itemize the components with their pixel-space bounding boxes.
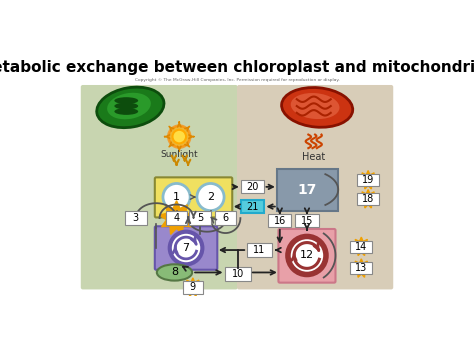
Text: 2: 2 [207,192,214,202]
Circle shape [173,130,186,143]
Ellipse shape [114,97,138,104]
Ellipse shape [282,88,353,127]
Circle shape [168,126,190,147]
Text: 7: 7 [182,243,190,253]
Text: 14: 14 [355,241,367,252]
Polygon shape [183,278,202,296]
Text: 16: 16 [273,216,286,226]
FancyBboxPatch shape [155,177,232,218]
Text: Copyright © The McGraw-Hill Companies, Inc. Permission required for reproduction: Copyright © The McGraw-Hill Companies, I… [135,77,339,82]
FancyBboxPatch shape [125,211,146,225]
Text: 19: 19 [362,175,374,185]
Ellipse shape [157,264,192,281]
Polygon shape [359,190,377,208]
Text: 3: 3 [133,213,139,223]
Text: 8: 8 [171,268,178,277]
Ellipse shape [114,103,138,109]
Ellipse shape [114,108,138,115]
Text: 6: 6 [222,213,228,223]
Circle shape [197,183,224,210]
FancyBboxPatch shape [166,211,187,225]
FancyBboxPatch shape [295,214,319,227]
Text: 18: 18 [362,194,374,204]
Text: 21: 21 [246,202,259,212]
Text: Sunlight: Sunlight [161,150,198,158]
FancyBboxPatch shape [350,240,372,253]
FancyBboxPatch shape [215,211,237,225]
Text: 4: 4 [173,213,180,223]
FancyBboxPatch shape [278,229,336,283]
FancyBboxPatch shape [357,193,379,205]
FancyBboxPatch shape [268,214,292,227]
FancyBboxPatch shape [225,267,251,281]
Text: 17: 17 [297,183,317,196]
FancyBboxPatch shape [182,281,203,294]
FancyBboxPatch shape [81,85,237,289]
FancyBboxPatch shape [350,262,372,275]
Text: 13: 13 [355,263,367,274]
FancyBboxPatch shape [277,169,337,210]
FancyBboxPatch shape [241,200,264,213]
Polygon shape [352,237,371,256]
Text: 15: 15 [301,216,313,226]
FancyBboxPatch shape [241,181,264,193]
Circle shape [288,237,326,275]
Ellipse shape [291,93,339,119]
Text: 11: 11 [253,245,265,255]
FancyBboxPatch shape [190,211,211,225]
Text: 1: 1 [173,192,180,202]
Text: 9: 9 [190,282,196,293]
Polygon shape [159,201,193,234]
Circle shape [170,232,202,264]
Circle shape [163,183,190,210]
Ellipse shape [107,93,151,119]
Polygon shape [352,259,371,277]
FancyBboxPatch shape [246,243,273,257]
FancyBboxPatch shape [357,174,379,186]
Text: Metabolic exchange between chloroplast and mitochondrion: Metabolic exchange between chloroplast a… [0,60,474,75]
Text: 10: 10 [232,269,244,279]
Polygon shape [359,171,377,189]
Text: 5: 5 [197,213,203,223]
FancyBboxPatch shape [237,85,393,289]
Text: Heat: Heat [302,152,325,162]
Text: 12: 12 [300,251,314,260]
FancyBboxPatch shape [155,226,217,270]
Text: 20: 20 [246,182,259,192]
Ellipse shape [97,87,164,128]
